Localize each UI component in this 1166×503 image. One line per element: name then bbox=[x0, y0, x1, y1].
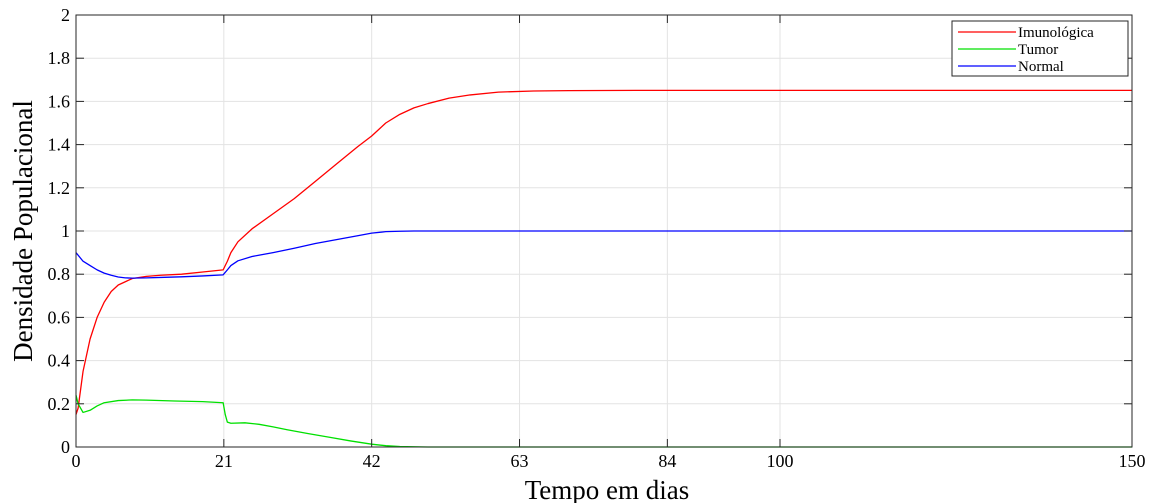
y-tick-label: 1.8 bbox=[48, 48, 71, 68]
y-tick-label: 0.4 bbox=[48, 351, 71, 371]
series-lines bbox=[75, 89, 1132, 448]
y-tick-label: 1.6 bbox=[48, 91, 71, 111]
x-tick-label: 21 bbox=[215, 451, 233, 471]
y-axis-label: Densidade Populacional bbox=[8, 100, 38, 362]
y-tick-label: 0 bbox=[61, 437, 70, 457]
series-line-imunol-gica bbox=[75, 89, 1132, 415]
axis-ticks: 0 21 42 63 84 100 150 0 0.2 0.4 0.6 0.8 1 1.2 1.4 1.6 1.… bbox=[48, 5, 1146, 471]
y-tick-label: 1 bbox=[61, 221, 70, 241]
y-tick-label: 2 bbox=[61, 5, 70, 25]
y-tick-label: 0.8 bbox=[48, 264, 71, 284]
y-tick-label: 1.4 bbox=[48, 135, 71, 155]
x-tick-label: 42 bbox=[363, 451, 381, 471]
y-tick-label: 0.2 bbox=[48, 394, 71, 414]
x-tick-label: 100 bbox=[767, 451, 794, 471]
series-line-normal bbox=[75, 230, 1132, 279]
y-tick-label: 1.2 bbox=[48, 178, 71, 198]
y-tick-label: 0.6 bbox=[48, 307, 71, 327]
x-axis-label: Tempo em dias bbox=[525, 475, 690, 503]
x-tick-label: 84 bbox=[658, 451, 676, 471]
series-line-tumor bbox=[75, 395, 1132, 448]
legend-label: Tumor bbox=[1018, 42, 1058, 58]
legend-label: Normal bbox=[1018, 59, 1064, 75]
legend-label: Imunológica bbox=[1018, 25, 1094, 41]
x-tick-label: 63 bbox=[511, 451, 529, 471]
x-tick-label: 150 bbox=[1119, 451, 1146, 471]
x-tick-label: 0 bbox=[72, 451, 81, 471]
